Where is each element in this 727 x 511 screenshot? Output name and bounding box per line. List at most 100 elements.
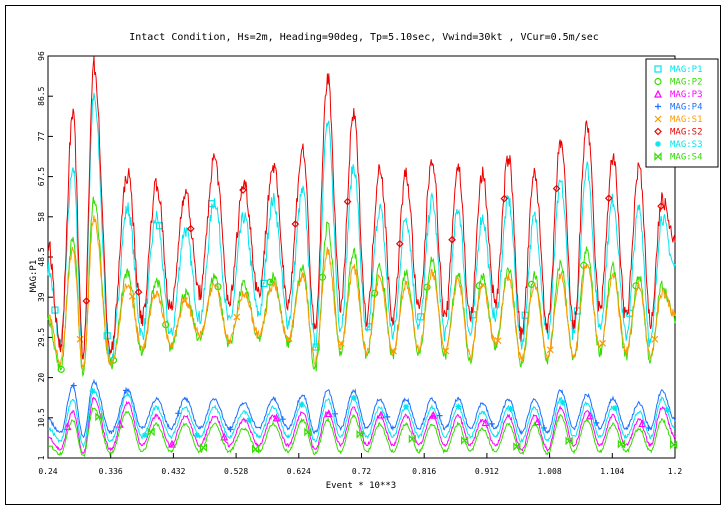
triangle-marker xyxy=(272,413,281,422)
legend-entry: MAG:S1 xyxy=(654,115,703,125)
asterisk-marker xyxy=(194,432,201,439)
asterisk-marker xyxy=(141,432,148,439)
y-tick-label: 77 xyxy=(37,131,46,141)
diamond-marker xyxy=(654,127,662,136)
series-line xyxy=(47,378,676,439)
legend-label: MAG:S2 xyxy=(670,128,703,138)
square-marker xyxy=(654,65,662,73)
chart-title: Intact Condition, Hs=2m, Heading=90deg, … xyxy=(129,32,599,43)
x-tick-label: 0.24 xyxy=(38,467,57,476)
legend-entry: MAG:S3 xyxy=(655,140,703,150)
bowtie-marker xyxy=(147,427,155,437)
legend-entry: MAG:S4 xyxy=(654,152,703,163)
series-mag-s4 xyxy=(47,407,678,458)
diamond-marker xyxy=(448,235,456,244)
y-tick-label: 86.5 xyxy=(37,86,46,105)
bowtie-marker xyxy=(356,429,364,439)
plus-marker xyxy=(279,416,286,423)
bowtie-marker xyxy=(513,442,521,452)
x-tick-label: 0.816 xyxy=(412,467,436,476)
triangle-marker xyxy=(377,410,385,419)
bowtie-marker xyxy=(199,443,207,453)
legend-label: MAG:P2 xyxy=(670,78,703,88)
plus-marker xyxy=(488,420,495,427)
series-line xyxy=(47,92,676,366)
legend: MAG:P1 MAG:P2 MAG:P3 MAG:P4 MAG:S1 MAG:S2 MAG:… xyxy=(645,58,719,168)
asterisk-marker xyxy=(664,407,671,414)
triangle-marker xyxy=(533,417,542,426)
x-axis-label: Event * 10**3 xyxy=(326,481,396,491)
plus-marker xyxy=(436,412,443,419)
circle-marker xyxy=(318,273,327,281)
x-tick-label: 0.72 xyxy=(352,467,371,476)
x-marker xyxy=(128,292,136,300)
x-marker xyxy=(546,346,554,354)
x-marker xyxy=(651,335,659,343)
plus-marker xyxy=(123,387,130,394)
series-line xyxy=(47,215,676,371)
y-tick-label: 58 xyxy=(37,212,46,222)
bowtie-marker xyxy=(461,435,469,445)
diamond-marker xyxy=(82,297,91,305)
x-tick-label: 1.2 xyxy=(668,467,683,476)
y-tick-label: 10.5 xyxy=(37,408,46,427)
triangle-marker xyxy=(429,410,438,419)
legend-box xyxy=(645,58,719,168)
y-tick-label: 1 xyxy=(37,455,46,460)
x-tick-label: 1.008 xyxy=(538,467,562,476)
plus-marker xyxy=(70,382,77,389)
legend-entry: MAG:P4 xyxy=(655,103,703,113)
x-marker xyxy=(494,337,502,345)
line-chart: Intact Condition, Hs=2m, Heading=90deg, … xyxy=(29,32,719,491)
plus-marker xyxy=(655,103,661,110)
circle-marker xyxy=(423,283,431,291)
bowtie-marker xyxy=(408,434,416,444)
x-tick-label: 0.432 xyxy=(161,467,185,476)
bowtie-marker xyxy=(252,444,260,454)
triangle-marker xyxy=(654,89,662,98)
square-marker xyxy=(417,313,425,321)
x-tick-label: 0.624 xyxy=(287,467,311,476)
y-tick-label: 67.5 xyxy=(37,167,46,186)
x-marker xyxy=(181,297,188,305)
circle-marker xyxy=(266,278,274,286)
triangle-marker xyxy=(481,418,490,427)
x-tick-label: 0.336 xyxy=(99,467,123,476)
triangle-marker xyxy=(586,411,594,420)
series-mag-s1 xyxy=(47,215,676,371)
circle-marker xyxy=(57,365,65,373)
series-mag-p4 xyxy=(47,378,676,439)
chart-frame: Intact Condition, Hs=2m, Heading=90deg, … xyxy=(5,5,721,505)
legend-entry: MAG:S2 xyxy=(654,127,703,138)
bowtie-marker xyxy=(565,436,573,446)
bowtie-marker xyxy=(670,440,678,450)
legend-label: MAG:S1 xyxy=(670,115,703,125)
series-mag-s3 xyxy=(47,388,676,449)
triangle-marker xyxy=(324,409,333,418)
x-marker xyxy=(285,335,293,342)
bowtie-marker xyxy=(304,427,312,437)
y-axis-label: MAG:P1 xyxy=(29,260,39,293)
bowtie-marker xyxy=(95,412,103,422)
diamond-marker xyxy=(500,194,509,203)
legend-label: MAG:S4 xyxy=(670,153,703,163)
y-tick-label: 96 xyxy=(37,51,46,61)
legend-label: MAG:S3 xyxy=(670,140,703,150)
diamond-marker xyxy=(291,220,300,228)
x-marker xyxy=(233,313,241,321)
triangle-marker xyxy=(220,432,229,441)
asterisk-marker xyxy=(246,417,253,424)
x-axis: 0.24 0.336 0.432 0.528 0.624 0.72 0.816 0.912 1.… xyxy=(38,453,682,476)
asterisk-marker xyxy=(403,403,410,410)
circle-marker xyxy=(654,77,662,86)
triangle-marker xyxy=(638,419,647,428)
diamond-marker xyxy=(239,186,247,194)
asterisk-marker xyxy=(455,403,462,410)
y-tick-label: 48.5 xyxy=(37,247,46,266)
legend-label: MAG:P1 xyxy=(670,65,703,75)
triangle-marker xyxy=(168,439,176,448)
series-line xyxy=(47,56,676,360)
legend-label: MAG:P3 xyxy=(670,90,703,100)
series-layer xyxy=(47,56,678,458)
asterisk-marker xyxy=(298,401,305,408)
